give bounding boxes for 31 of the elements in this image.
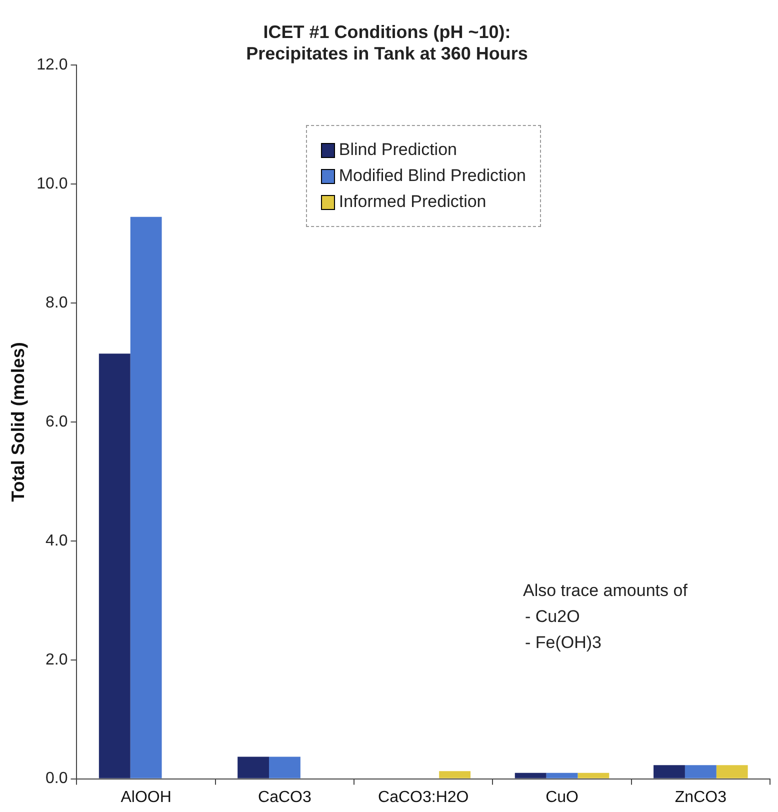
- legend-label: Informed Prediction: [338, 192, 486, 212]
- legend-label: Blind Prediction: [338, 140, 457, 160]
- bar: [716, 765, 748, 778]
- x-tick-label: CuO: [546, 788, 578, 806]
- chart-title: ICET #1 Conditions (pH ~10): Precipitates in Tank at 360 Hours: [246, 22, 528, 64]
- x-tick-label: CaCO3: [258, 788, 312, 806]
- y-tick-label: 10.0: [36, 176, 68, 193]
- y-tick-label: 2.0: [45, 651, 68, 668]
- bar: [654, 765, 685, 778]
- y-tick-label: 12.0: [36, 56, 68, 74]
- bar: [514, 772, 546, 778]
- y-tick-label: 4.0: [45, 532, 68, 550]
- y-axis-title: Total Solid (moles): [8, 342, 28, 502]
- bar: [578, 772, 610, 778]
- annotation: - Fe(OH)3: [524, 632, 602, 654]
- y-tick-label: 6.0: [45, 413, 68, 430]
- bar: [684, 765, 716, 778]
- y-tick-label: 8.0: [45, 294, 68, 312]
- bar: [269, 756, 300, 778]
- x-tick-label: CaCO3:H2O: [378, 788, 469, 806]
- bar: [439, 771, 471, 778]
- bar: [546, 772, 578, 778]
- legend-label: Modified Blind Prediction: [338, 166, 526, 186]
- annotation: Also trace amounts of: [523, 580, 688, 602]
- x-tick-label: ZnCO3: [674, 788, 727, 806]
- bar: [130, 216, 162, 778]
- y-tick-label: 0.0: [45, 770, 68, 788]
- x-tick-label: AlOOH: [120, 788, 172, 806]
- bar: [238, 756, 270, 778]
- bar: [98, 354, 130, 778]
- annotation: - Cu2O: [524, 606, 581, 628]
